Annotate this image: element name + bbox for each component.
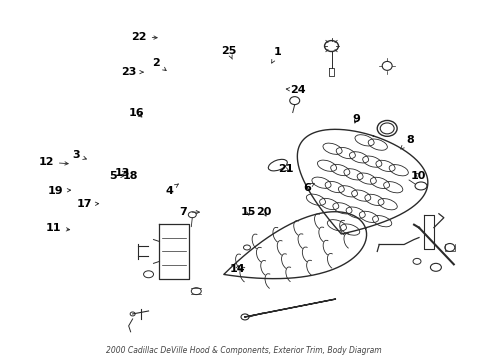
Text: 16: 16 xyxy=(128,108,144,118)
Polygon shape xyxy=(297,129,427,234)
Text: 13: 13 xyxy=(114,168,129,178)
Text: 22: 22 xyxy=(131,32,157,42)
Text: 3: 3 xyxy=(72,150,86,160)
Text: 10: 10 xyxy=(410,171,426,181)
Text: 11: 11 xyxy=(46,223,69,233)
Text: 24: 24 xyxy=(285,85,305,95)
Text: 19: 19 xyxy=(48,186,70,196)
Text: 7: 7 xyxy=(179,207,199,217)
Text: 21: 21 xyxy=(278,164,293,174)
Polygon shape xyxy=(224,212,366,279)
Text: 15: 15 xyxy=(240,207,256,217)
Text: 4: 4 xyxy=(165,184,178,196)
Text: 14: 14 xyxy=(229,264,244,274)
Text: 18: 18 xyxy=(122,171,138,181)
Text: 5: 5 xyxy=(109,171,123,181)
Text: 6: 6 xyxy=(302,183,314,193)
Text: 8: 8 xyxy=(400,135,413,149)
Text: 1: 1 xyxy=(271,47,281,63)
Text: 9: 9 xyxy=(352,114,360,124)
Text: 23: 23 xyxy=(122,67,143,77)
Text: 17: 17 xyxy=(76,199,99,209)
Text: 2: 2 xyxy=(152,58,166,71)
Text: 2000 Cadillac DeVille Hood & Components, Exterior Trim, Body Diagram: 2000 Cadillac DeVille Hood & Components,… xyxy=(106,346,381,355)
Text: 12: 12 xyxy=(38,157,68,167)
Text: 20: 20 xyxy=(256,207,271,217)
Text: 25: 25 xyxy=(221,46,236,59)
